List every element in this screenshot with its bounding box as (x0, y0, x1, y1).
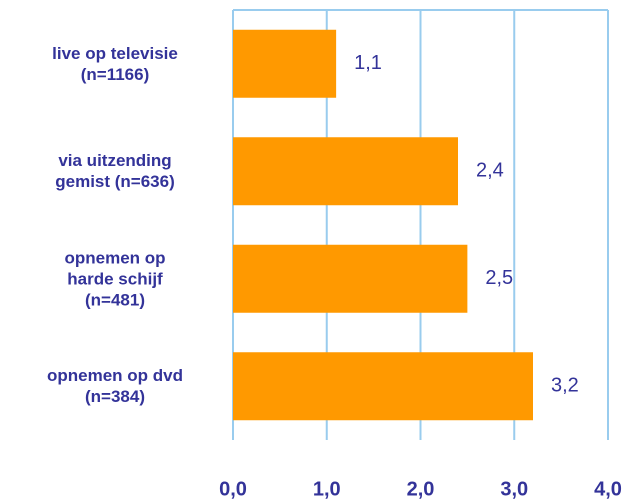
x-tick-label: 4,0 (594, 478, 622, 499)
x-tick-label: 1,0 (313, 478, 341, 499)
bar (233, 29, 337, 98)
bar (233, 137, 458, 206)
x-tick-label: 3,0 (500, 478, 528, 499)
category-label: via uitzending gemist (n=636) (55, 151, 175, 192)
value-label: 2,5 (485, 267, 513, 289)
value-label: 2,4 (476, 160, 504, 182)
value-label: 3,2 (551, 375, 579, 397)
x-tick-label: 2,0 (407, 478, 435, 499)
category-label: opnemen op dvd (n=384) (47, 366, 183, 407)
bar (233, 352, 533, 421)
category-label: opnemen op harde schijf (n=481) (64, 248, 166, 310)
x-tick-label: 0,0 (219, 478, 247, 499)
value-label: 1,1 (354, 52, 382, 74)
bar (233, 244, 468, 313)
category-label: live op televisie (n=1166) (52, 43, 178, 84)
